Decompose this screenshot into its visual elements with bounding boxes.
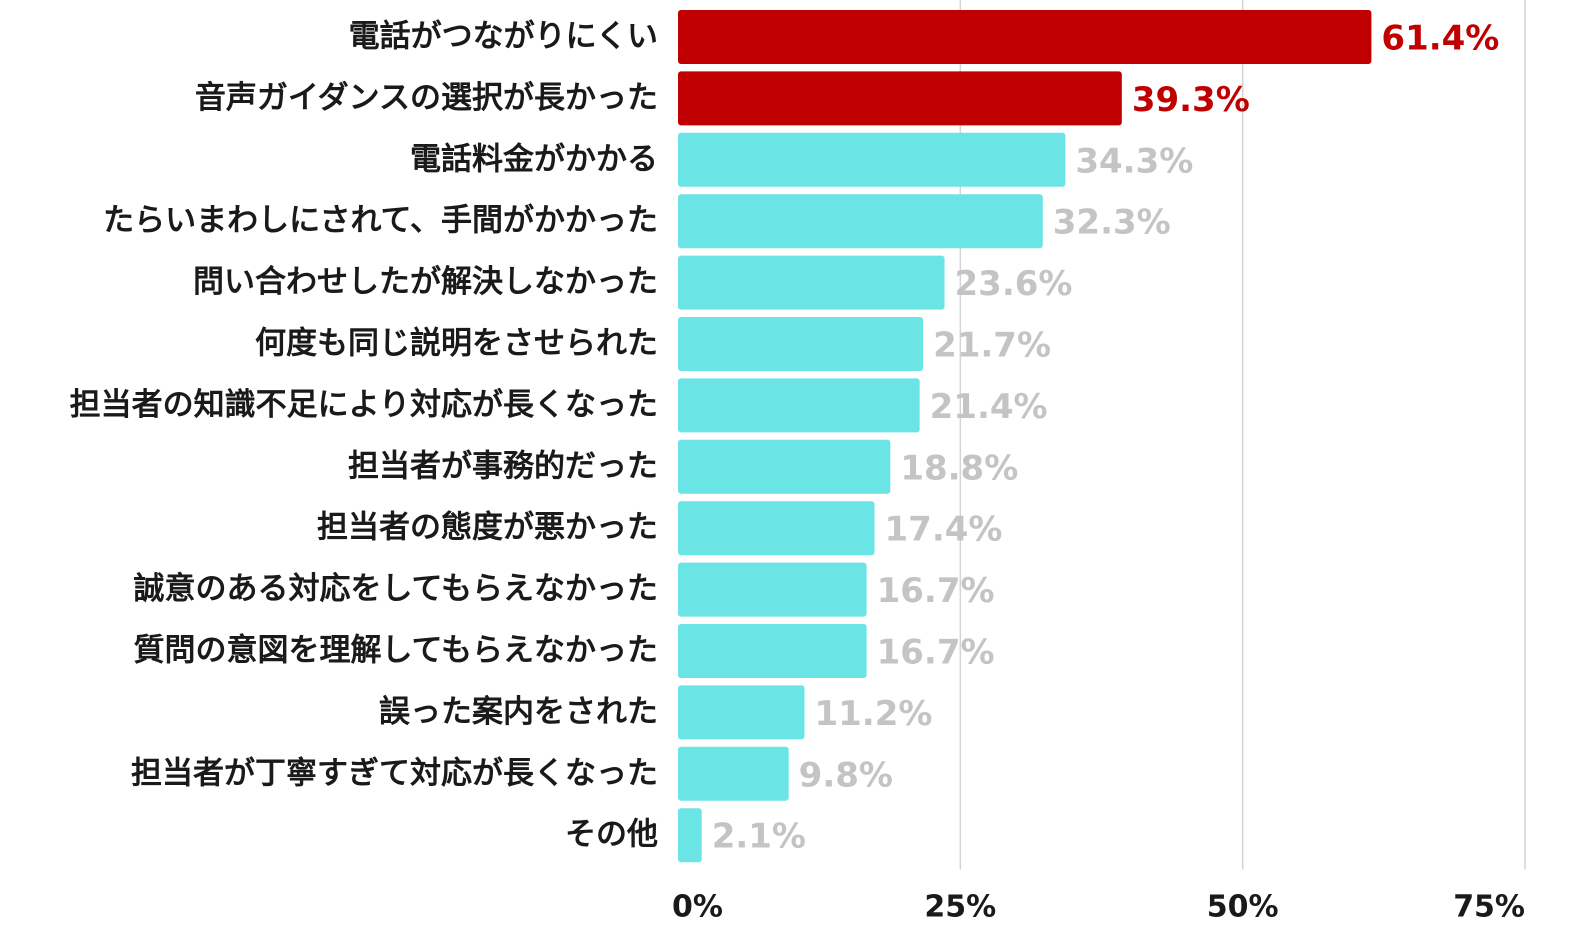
- bar: [678, 746, 789, 801]
- bar: [678, 685, 805, 740]
- bar: [678, 71, 1122, 126]
- category-label: たらいまわしにされて、手間がかかった: [103, 203, 658, 239]
- value-label: 39.3%: [1132, 80, 1250, 120]
- category-label: 担当者が丁寧すぎて対応が長くなった: [131, 755, 658, 791]
- category-label: 誤った案内をされた: [379, 694, 658, 730]
- value-label: 21.4%: [930, 387, 1048, 427]
- value-label: 9.8%: [799, 755, 893, 795]
- bar: [678, 378, 920, 433]
- category-label: 誠意のある対応をしてもらえなかった: [133, 571, 658, 607]
- x-tick-label: 0%: [672, 890, 723, 925]
- gridlines: [959, 0, 1526, 870]
- bar: [678, 439, 891, 494]
- value-label: 11.2%: [814, 694, 932, 734]
- bar: [678, 624, 867, 678]
- bar: [678, 317, 924, 371]
- value-label: 18.8%: [900, 448, 1018, 488]
- category-label: 音声ガイダンスの選択が長かった: [195, 80, 658, 116]
- bar: [678, 808, 702, 863]
- bar: [678, 255, 945, 310]
- category-label: 質問の意図を理解してもらえなかった: [133, 633, 658, 669]
- category-label: 電話がつながりにくい: [349, 19, 658, 55]
- value-label: 32.3%: [1053, 203, 1171, 243]
- value-label: 2.1%: [712, 817, 806, 857]
- category-label: 何度も同じ説明をさせられた: [255, 326, 658, 362]
- value-label: 21.7%: [933, 326, 1051, 366]
- value-label: 16.7%: [877, 633, 995, 673]
- x-axis-ticks: 0% 25% 50% 75%: [672, 890, 1525, 925]
- value-label: 34.3%: [1075, 141, 1193, 181]
- value-label: 23.6%: [955, 264, 1073, 304]
- bar: [678, 501, 875, 556]
- category-label: 担当者の態度が悪かった: [317, 510, 658, 546]
- bar: [678, 132, 1066, 187]
- x-tick-label: 25%: [924, 890, 996, 925]
- bar: [678, 10, 1372, 64]
- bar: [678, 562, 867, 617]
- x-tick-label: 50%: [1207, 890, 1279, 925]
- value-labels: 61.4% 39.3% 34.3% 32.3% 23.6% 21.7% 21.4% 18.8%…: [712, 19, 1500, 857]
- bars: [678, 10, 1372, 863]
- x-tick-label: 75%: [1453, 890, 1525, 925]
- category-labels: 電話がつながりにくい音声ガイダンスの選択が長かった電話料金がかかるたらいまわしに…: [70, 19, 658, 853]
- category-label: 電話料金がかかる: [410, 141, 658, 177]
- category-label: 担当者が事務的だった: [348, 448, 658, 484]
- bar: [678, 194, 1043, 249]
- value-label: 61.4%: [1381, 19, 1499, 59]
- category-label: 担当者の知識不足により対応が長くなった: [70, 387, 658, 423]
- category-label: その他: [565, 817, 658, 853]
- value-label: 16.7%: [877, 571, 995, 611]
- category-label: 問い合わせしたが解決しなかった: [193, 264, 658, 300]
- value-label: 17.4%: [885, 510, 1003, 550]
